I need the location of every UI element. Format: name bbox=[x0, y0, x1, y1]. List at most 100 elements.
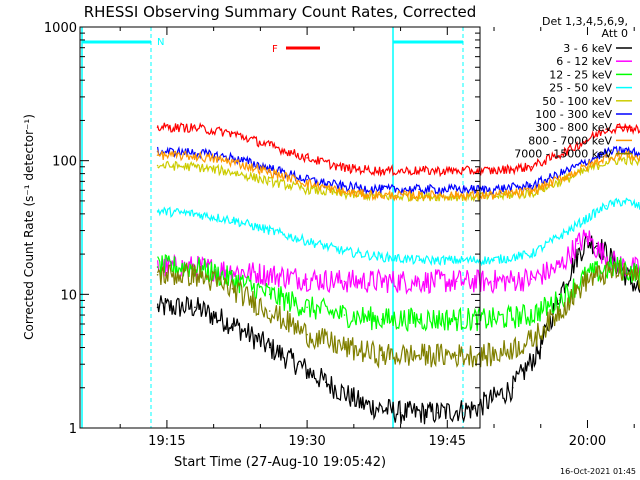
y-tick-label: 1 bbox=[69, 422, 77, 437]
data-point bbox=[558, 299, 561, 302]
data-point bbox=[343, 167, 346, 169]
data-point bbox=[268, 274, 271, 276]
data-point bbox=[306, 278, 308, 280]
series-line bbox=[157, 260, 640, 369]
series-layer bbox=[156, 122, 640, 425]
series-300-to-800keV bbox=[156, 122, 640, 178]
data-point bbox=[493, 280, 495, 283]
y-tick-label: 100 bbox=[52, 155, 77, 170]
data-point bbox=[343, 346, 346, 349]
series-line bbox=[157, 233, 640, 425]
data-point bbox=[231, 132, 234, 135]
data-point bbox=[343, 193, 346, 196]
data-point bbox=[268, 180, 271, 183]
series-line bbox=[157, 122, 640, 178]
data-point bbox=[194, 165, 196, 168]
data-point bbox=[194, 151, 196, 154]
data-point bbox=[418, 169, 421, 172]
data-point bbox=[306, 182, 308, 184]
x-tick-label: 20:00 bbox=[569, 434, 606, 449]
data-point bbox=[381, 188, 383, 191]
data-point bbox=[614, 269, 617, 272]
data-point bbox=[605, 128, 607, 130]
data-point bbox=[306, 157, 308, 159]
data-point bbox=[194, 127, 196, 129]
x-tick-label: 19:15 bbox=[148, 434, 185, 449]
data-point bbox=[530, 314, 533, 316]
legend-entry-label: 7000 - 15000 keV bbox=[514, 148, 612, 161]
data-point bbox=[343, 191, 346, 194]
data-point bbox=[194, 274, 196, 276]
y-tick-label: 10 bbox=[60, 288, 77, 303]
data-point bbox=[324, 381, 327, 384]
legend-entry-label: 800 - 7000 keV bbox=[528, 134, 612, 147]
data-point bbox=[418, 318, 421, 321]
data-point bbox=[231, 219, 234, 221]
data-point bbox=[530, 339, 533, 342]
data-point bbox=[231, 288, 234, 290]
series-3-to-6keV bbox=[156, 233, 640, 425]
data-point bbox=[539, 346, 542, 349]
x-axis-label: Start Time (27-Aug-10 19:05:42) bbox=[174, 455, 386, 470]
data-point bbox=[558, 310, 561, 312]
series-6-to-12keV bbox=[156, 229, 640, 295]
data-point bbox=[605, 156, 607, 159]
data-point bbox=[306, 188, 308, 191]
x-tick-label: 19:45 bbox=[429, 434, 466, 449]
data-point bbox=[156, 306, 159, 309]
data-point bbox=[194, 306, 196, 309]
legend-entry-label: 300 - 800 keV bbox=[535, 121, 612, 134]
data-point bbox=[268, 229, 271, 232]
data-point bbox=[418, 188, 421, 191]
data-point bbox=[156, 266, 159, 268]
data-point bbox=[577, 242, 579, 245]
data-point bbox=[306, 306, 308, 309]
series-line bbox=[157, 145, 640, 196]
data-point bbox=[156, 274, 159, 276]
data-point bbox=[596, 247, 598, 250]
data-point bbox=[567, 174, 570, 176]
data-point bbox=[493, 354, 495, 357]
data-point bbox=[306, 333, 308, 336]
data-point bbox=[605, 161, 607, 163]
data-point bbox=[381, 194, 383, 197]
data-point bbox=[268, 171, 271, 173]
series-line bbox=[157, 197, 640, 267]
data-point bbox=[455, 169, 458, 172]
data-point bbox=[381, 169, 383, 172]
data-point bbox=[418, 280, 421, 283]
data-point bbox=[231, 171, 234, 173]
legend-header-line: Det 1,3,4,5,6,9, bbox=[542, 15, 628, 28]
data-point bbox=[596, 242, 598, 245]
series-line bbox=[157, 150, 640, 203]
data-point bbox=[296, 363, 299, 366]
legend-entry-label: 6 - 12 keV bbox=[556, 55, 612, 68]
data-point bbox=[156, 126, 159, 128]
data-point bbox=[493, 169, 495, 172]
data-point bbox=[474, 407, 477, 410]
data-point bbox=[605, 151, 607, 154]
footer-timestamp: 16-Oct-2021 01:45 bbox=[560, 467, 636, 476]
data-point bbox=[558, 266, 561, 268]
data-point bbox=[231, 161, 234, 163]
data-point bbox=[455, 280, 458, 283]
data-point bbox=[493, 318, 495, 321]
data-point bbox=[268, 144, 271, 147]
y-axis-label: Corrected Count Rate (s⁻¹ detector⁻¹) bbox=[22, 114, 36, 340]
axis-ticks: 19:1519:3019:4520:0020:1520:3020:4511010… bbox=[44, 21, 635, 449]
data-point bbox=[624, 158, 626, 161]
data-point bbox=[605, 204, 607, 207]
night-label: N bbox=[157, 37, 164, 48]
data-point bbox=[231, 278, 234, 280]
data-point bbox=[558, 293, 561, 296]
series-100-to-300keV bbox=[156, 145, 640, 196]
data-point bbox=[381, 280, 383, 283]
data-point bbox=[493, 188, 495, 191]
series-800-to-7000keV bbox=[156, 150, 640, 203]
annotations: NF bbox=[157, 37, 320, 55]
data-point bbox=[268, 293, 271, 296]
time-markers bbox=[81, 27, 464, 428]
data-point bbox=[418, 354, 421, 357]
data-point bbox=[343, 250, 346, 253]
